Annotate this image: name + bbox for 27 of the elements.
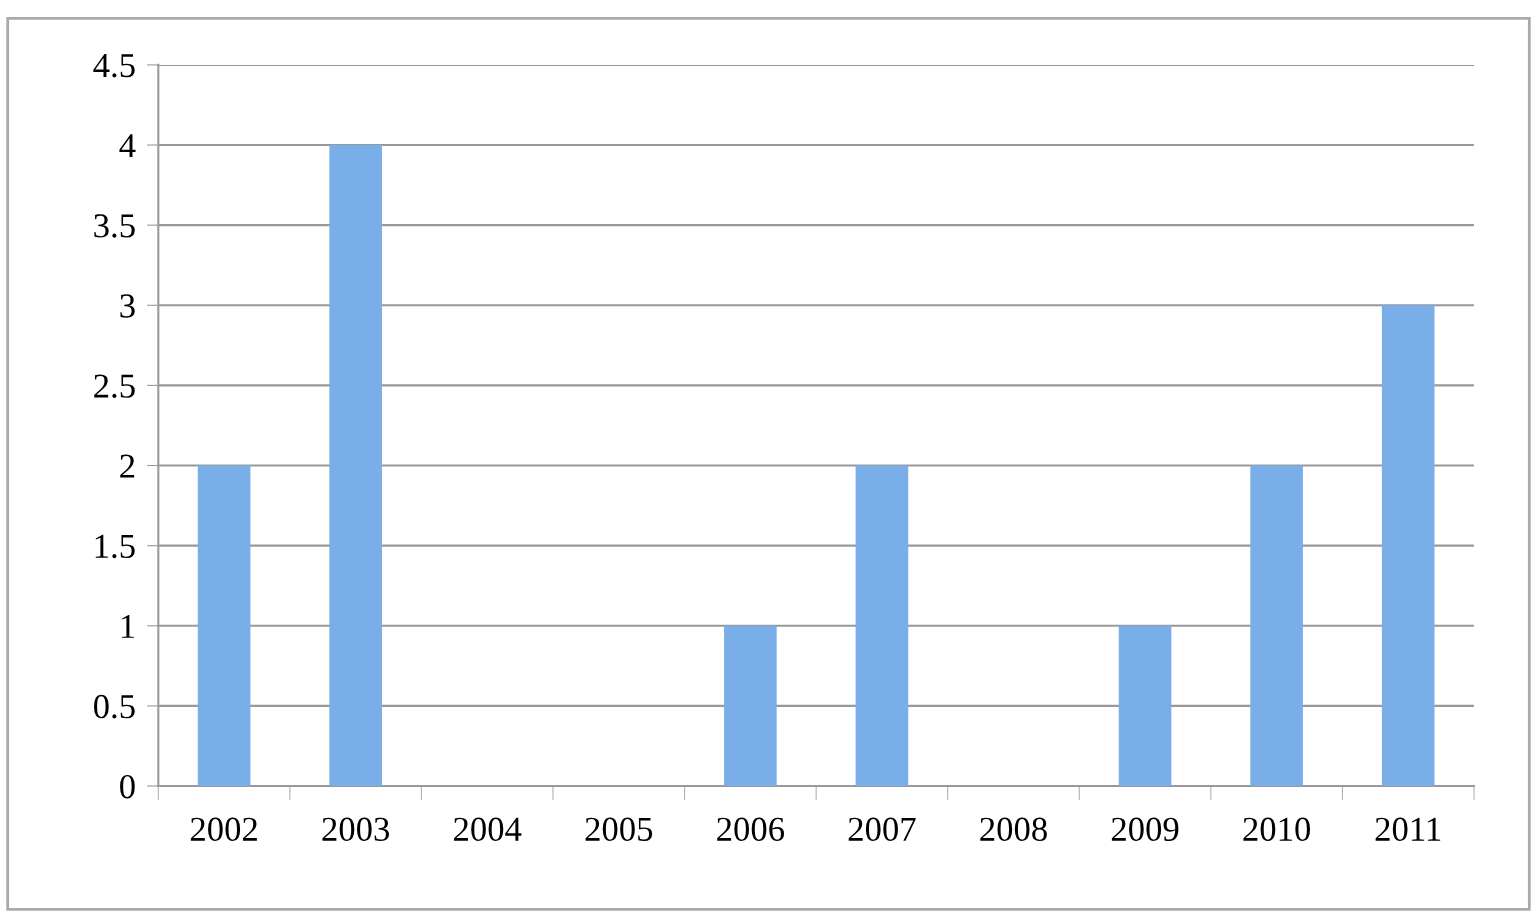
- x-tick-label: 2005: [585, 817, 653, 842]
- y-tick-label: 0.5: [94, 694, 135, 719]
- x-tick-label: 2007: [848, 817, 916, 842]
- x-tick-label: 2010: [1243, 817, 1311, 842]
- y-tick-label: 1: [121, 614, 135, 638]
- y-tick-label: 0: [120, 775, 135, 799]
- y-tick-label: 3: [120, 294, 135, 318]
- bar: [197, 465, 251, 787]
- x-tick-label: 2004: [454, 817, 522, 842]
- x-tick-label: 2002: [190, 817, 257, 842]
- bar: [1381, 305, 1435, 787]
- bar: [855, 465, 909, 787]
- x-tick-label: 2003: [322, 817, 390, 842]
- y-tick-label: 2.5: [94, 374, 135, 398]
- y-tick-label: 4: [119, 134, 136, 158]
- y-tick-label: 1.5: [95, 534, 135, 559]
- bar: [1118, 625, 1172, 787]
- bar: [1250, 465, 1303, 787]
- y-tick-label: 2: [120, 454, 135, 478]
- y-tick-label: 3.5: [94, 214, 135, 238]
- bar: [329, 145, 382, 787]
- x-tick-label: 2011: [1375, 817, 1441, 842]
- x-tick-label: 2008: [980, 817, 1047, 842]
- x-tick-label: 2006: [717, 817, 785, 842]
- x-tick-label: 2009: [1111, 817, 1179, 842]
- bar: [724, 625, 777, 787]
- y-tick-label: 4.5: [93, 54, 135, 78]
